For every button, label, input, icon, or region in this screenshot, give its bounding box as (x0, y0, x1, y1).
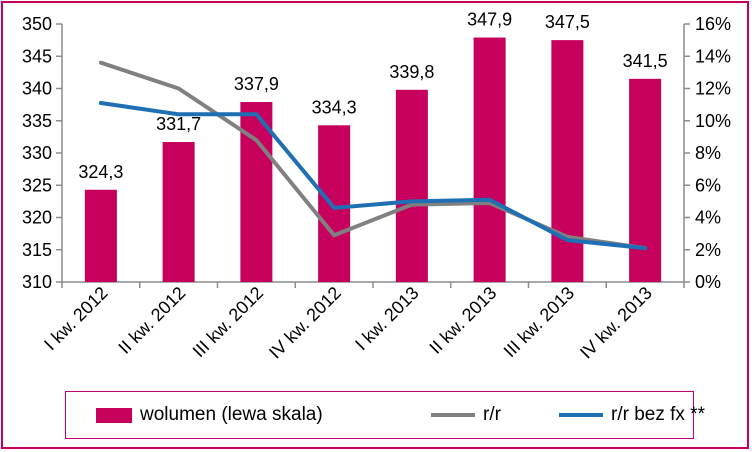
bar-data-label: 331,7 (156, 114, 201, 134)
y-left-tick-label: 315 (22, 240, 52, 260)
y-right-tick-label: 8% (695, 143, 721, 163)
legend-swatch-wolumen (96, 407, 132, 423)
x-tick-label: III kw. 2013 (500, 283, 579, 362)
x-tick-label: III kw. 2012 (189, 283, 268, 362)
x-tick-label: I kw. 2012 (40, 283, 111, 354)
bar-data-label: 339,8 (389, 62, 434, 82)
legend: wolumen (lewa skala) r/r r/r bez fx ** (65, 391, 705, 439)
y-left-tick-label: 340 (22, 79, 52, 99)
legend-label-rr: r/r (483, 404, 501, 425)
lines (98, 60, 648, 251)
legend-swatch-rr-bez-fx (559, 413, 603, 417)
x-tick-label: II kw. 2013 (425, 283, 500, 358)
bar-wolumen (395, 89, 428, 282)
y-right-tick-label: 12% (695, 79, 731, 99)
y-right-tick-label: 16% (695, 14, 731, 34)
bar-wolumen (84, 189, 117, 282)
bar-data-label: 341,5 (623, 51, 668, 71)
legend-item-rr: r/r (431, 392, 501, 438)
bar-wolumen (551, 40, 584, 282)
y-left-tick-label: 325 (22, 175, 52, 195)
y-right-tick-label: 4% (695, 208, 721, 228)
x-tick-label: IV kw. 2013 (576, 283, 656, 363)
y-right-tick-label: 6% (695, 175, 721, 195)
axes (56, 23, 690, 288)
y-right-tick-label: 10% (695, 111, 731, 131)
y-right-tick-label: 14% (695, 46, 731, 66)
bar-data-label: 347,5 (545, 12, 590, 32)
bar-data-label: 334,3 (312, 97, 357, 117)
y-right-tick-label: 2% (695, 240, 721, 260)
x-tick-label: I kw. 2013 (351, 283, 422, 354)
bar-data-label: 337,9 (234, 74, 279, 94)
legend-label-wolumen: wolumen (lewa skala) (140, 404, 323, 425)
x-tick-label: II kw. 2012 (114, 283, 189, 358)
bars (84, 37, 662, 282)
bar-wolumen (162, 142, 195, 282)
legend-swatch-rr (431, 413, 475, 417)
y-right-tick-label: 0% (695, 272, 721, 292)
bar-wolumen (629, 78, 662, 282)
y-left-tick-label: 345 (22, 46, 52, 66)
x-tick-label: IV kw. 2012 (265, 283, 345, 363)
y-left-tick-label: 320 (22, 208, 52, 228)
bar-data-label: 347,9 (467, 10, 512, 30)
data-labels: 324,3 331,7 337,9 334,3 339,8 347,9 347,5 341,5 (78, 10, 667, 182)
y-left-tick-label: 335 (22, 111, 52, 131)
legend-label-rr-bez-fx: r/r bez fx ** (611, 404, 705, 425)
legend-item-rr-bez-fx: r/r bez fx ** (559, 392, 705, 438)
bar-wolumen (473, 37, 506, 282)
legend-item-wolumen: wolumen (lewa skala) (96, 392, 323, 438)
y-left-tick-label: 350 (22, 14, 52, 34)
line-rr-bez-fx (98, 101, 648, 251)
y-left-tick-label: 330 (22, 143, 52, 163)
bar-data-label: 324,3 (78, 162, 123, 182)
y-left-tick-label: 310 (22, 272, 52, 292)
bar-wolumen (318, 125, 351, 282)
